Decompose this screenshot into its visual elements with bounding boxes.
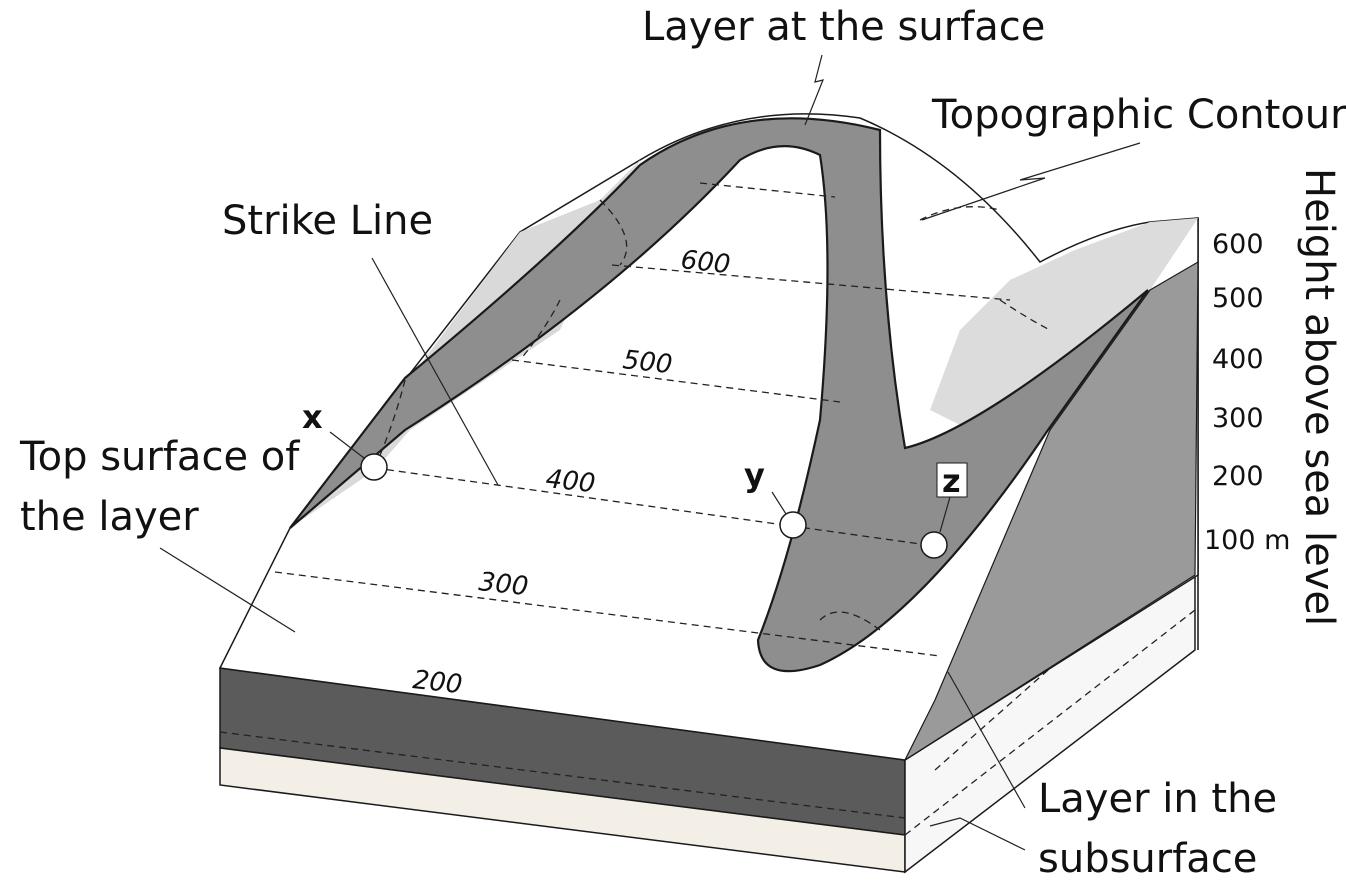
- leader-layer-subsurface-lower: [929, 817, 1026, 851]
- right-layer-band: [903, 260, 1199, 762]
- height-tick-100: 100 m: [1204, 525, 1290, 556]
- point-z-leader: [939, 496, 951, 533]
- leader-layer-subsurface-upper: [947, 671, 1026, 809]
- label-top-surface-line2: the layer: [20, 494, 199, 540]
- contour-label-300: 300: [477, 567, 530, 602]
- height-tick-500: 500: [1212, 283, 1264, 314]
- contour-label-600: 600: [679, 245, 732, 280]
- contour-label-200: 200: [411, 665, 464, 700]
- point-y-label: y: [744, 456, 765, 494]
- label-topographic-contour: Topographic Contour: [931, 92, 1346, 138]
- point-z-label: z: [942, 462, 961, 500]
- leader-layer-at-surface: [804, 54, 824, 126]
- label-top-surface-line1: Top surface of: [19, 434, 300, 480]
- leader-strike-line: [371, 257, 499, 486]
- height-axis-title: Height above sea level: [1296, 168, 1342, 626]
- right-hill-slope: [930, 218, 1198, 445]
- contour-label-500: 500: [621, 345, 674, 380]
- leader-top-surface: [159, 547, 296, 633]
- point-z-marker: [920, 531, 948, 559]
- point-x-marker: [360, 453, 388, 481]
- height-tick-600: 600: [1212, 229, 1264, 260]
- height-tick-300: 300: [1212, 403, 1264, 434]
- height-scale: 600 500 400 300 200 100 m: [1204, 229, 1290, 556]
- point-y-leader: [771, 491, 787, 515]
- contour-label-400: 400: [544, 464, 597, 499]
- height-tick-200: 200: [1212, 461, 1264, 492]
- label-layer-subsurface-line1: Layer in the: [1038, 776, 1277, 822]
- label-strike-line: Strike Line: [222, 198, 433, 244]
- point-x-leader: [329, 431, 365, 459]
- strike-lines: [274, 182, 1011, 657]
- leader-topographic-contour: [921, 142, 1141, 221]
- height-tick-400: 400: [1212, 344, 1264, 375]
- top-terrain-surface: [218, 113, 1199, 761]
- label-layer-at-surface: Layer at the surface: [642, 4, 1045, 50]
- point-y-marker: [779, 511, 807, 539]
- point-z-label-box: [936, 462, 968, 498]
- label-layer-subsurface-line2: subsurface: [1038, 836, 1257, 882]
- point-x-label: x: [302, 398, 323, 436]
